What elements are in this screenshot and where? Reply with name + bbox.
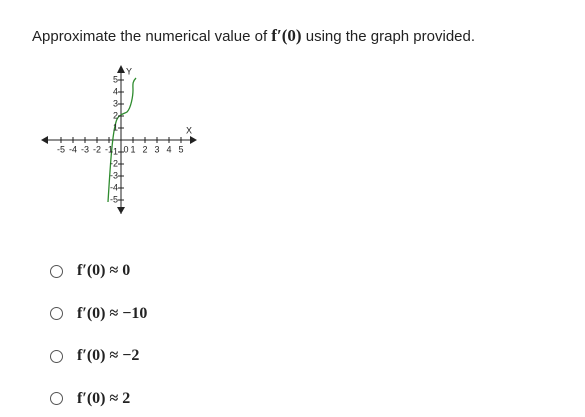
y-tick-label: -2 [110, 158, 118, 168]
y-tick-label: 5 [113, 74, 118, 84]
x-tick-label: -4 [69, 144, 77, 154]
option-label[interactable]: f′(0) ≈ 0 [77, 262, 131, 279]
option[interactable]: f′(0) ≈ −2 [50, 345, 139, 367]
y-tick-label: 1 [113, 122, 118, 132]
y-tick-label: 4 [113, 86, 118, 96]
x-tick-label: 3 [154, 144, 159, 154]
question-text: Approximate the numerical value of [32, 28, 272, 45]
x-tick-label: -5 [57, 144, 65, 154]
x-tick-label: 4 [166, 144, 171, 154]
option-label[interactable]: f′(0) ≈ 2 [77, 389, 131, 407]
x-tick-label: -3 [81, 144, 89, 154]
option[interactable]: f′(0) ≈ 2 [50, 388, 130, 410]
y-tick-label: -3 [110, 170, 118, 180]
arrow [190, 136, 197, 144]
question-math: f′(0) [271, 26, 302, 45]
arrow [117, 207, 125, 214]
x-axis-label: X [186, 125, 192, 135]
y-tick-label: -4 [110, 182, 118, 192]
arrow [41, 136, 48, 144]
x-tick-label: 2 [142, 144, 147, 154]
y-tick-label: -1 [110, 146, 118, 156]
option[interactable]: f′(0) ≈ −10 [50, 303, 147, 325]
arrow [117, 65, 125, 73]
option-label[interactable]: f′(0) ≈ −2 [77, 347, 140, 364]
curve [107, 77, 137, 203]
y-tick-label: 2 [113, 110, 118, 120]
x-tick-label: 1 [130, 144, 135, 154]
y-tick-label: 3 [113, 98, 118, 108]
x-tick-label: -2 [93, 144, 101, 154]
option-label[interactable]: f′(0) ≈ −10 [77, 304, 148, 322]
x-tick-label: -1 [105, 144, 113, 154]
radio-button[interactable] [50, 264, 63, 278]
option[interactable]: f′(0) ≈ 0 [50, 260, 130, 282]
x-tick-label: 0 [123, 144, 128, 154]
question: Approximate the numerical value of f′(0)… [32, 26, 475, 46]
y-axis-label: Y [126, 66, 132, 76]
radio-button[interactable] [50, 349, 63, 363]
y-tick-label: -5 [110, 194, 118, 204]
radio-button[interactable] [50, 392, 63, 405]
question-text: using the graph provided. [301, 28, 476, 45]
radio-button[interactable] [50, 307, 63, 320]
x-tick-label: 5 [178, 144, 183, 154]
